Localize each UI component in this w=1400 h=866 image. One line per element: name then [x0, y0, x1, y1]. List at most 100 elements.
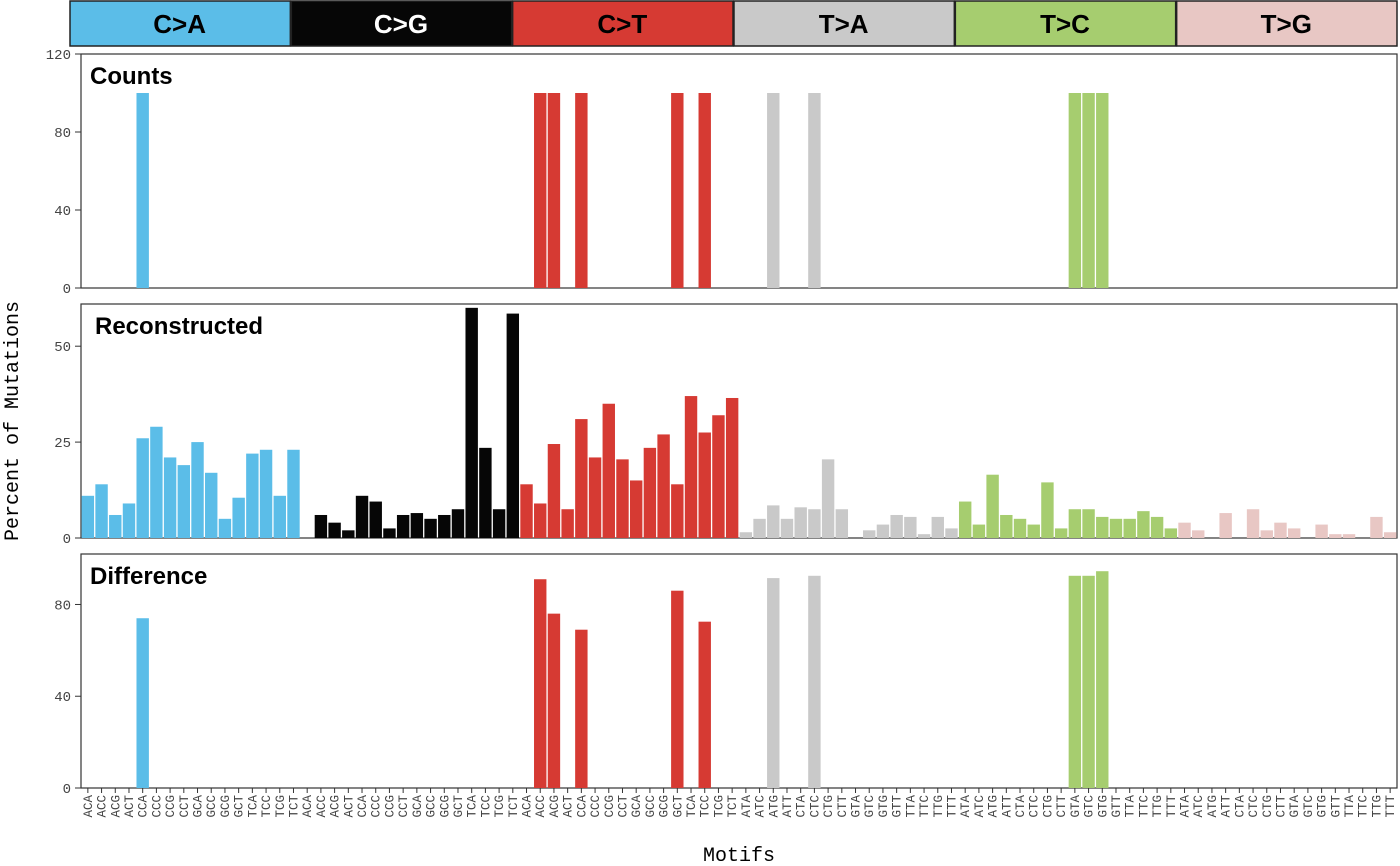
bar-reconstructed-80: [1178, 522, 1191, 538]
bar-reconstructed-52: [794, 507, 807, 538]
bar-reconstructed-31: [506, 313, 520, 538]
bar-reconstructed-22: [383, 528, 396, 538]
bar-reconstructed-54: [821, 459, 835, 538]
bar-difference-4: [136, 618, 149, 788]
bar-reconstructed-29: [479, 447, 492, 538]
motif-label-74: GTG: [1096, 795, 1110, 818]
panel-frame: [80, 303, 1398, 539]
motif-label-39: CCT: [616, 795, 630, 818]
bar-reconstructed-81: [1192, 530, 1205, 538]
motif-label-79: TTT: [1165, 795, 1179, 818]
bar-reconstructed-30: [492, 509, 506, 538]
strip-box-1: [290, 0, 513, 47]
motif-label-7: CCT: [178, 795, 192, 818]
motif-label-59: GTT: [891, 795, 905, 818]
bar-reconstructed-3: [122, 503, 136, 538]
motif-label-57: GTC: [863, 795, 877, 818]
bar-reconstructed-95: [1383, 532, 1397, 538]
bar-reconstructed-37: [588, 457, 602, 538]
bar-reconstructed-51: [780, 518, 794, 538]
y-tick-label: 0: [63, 282, 71, 298]
motif-label-54: CTG: [822, 795, 836, 818]
motif-labels: ACA ACC ACG ACT CCA CCC CCG CCT GCA GCC GCG GCT TCA T…: [82, 788, 1398, 818]
bar-reconstructed-65: [972, 524, 986, 538]
motif-label-9: GCC: [205, 795, 219, 818]
motif-label-46: TCG: [712, 795, 726, 818]
motif-label-11: GCT: [233, 795, 247, 818]
panel-counts: 0 40 80 120 Counts: [46, 48, 1398, 298]
motif-label-12: TCA: [246, 795, 260, 818]
bar-reconstructed-88: [1287, 528, 1301, 538]
bar-reconstructed-66: [986, 474, 999, 538]
motif-label-63: TTT: [945, 795, 959, 818]
bar-reconstructed-59: [890, 514, 903, 538]
motif-label-80: ATA: [1179, 795, 1193, 818]
motif-label-60: TTA: [904, 795, 918, 818]
bar-reconstructed-1: [95, 484, 108, 538]
motif-label-94: TTG: [1370, 795, 1384, 818]
bar-reconstructed-74: [1096, 516, 1109, 538]
strip-label-0: C>A: [153, 9, 206, 39]
bar-reconstructed-36: [575, 419, 588, 538]
y-tick-label: 40: [54, 204, 71, 220]
motif-label-64: ATA: [959, 795, 973, 818]
motif-label-82: ATG: [1206, 795, 1220, 818]
bar-counts-74: [1096, 93, 1109, 288]
motif-label-20: CCA: [356, 795, 370, 818]
bar-reconstructed-40: [629, 480, 643, 538]
bar-reconstructed-20: [355, 495, 369, 538]
motif-label-69: CTC: [1028, 795, 1042, 818]
motif-label-27: GCT: [452, 795, 466, 818]
bar-reconstructed-12: [246, 453, 259, 538]
y-axis-title: Percent of Mutations: [2, 301, 25, 541]
motif-label-0: ACA: [82, 795, 96, 818]
motif-label-41: GCC: [644, 795, 658, 818]
mutation-type-strip: C>A C>G C>T T>A T>C T>G: [69, 0, 1398, 47]
bar-reconstructed-35: [561, 509, 574, 538]
motif-label-75: GTT: [1110, 795, 1124, 818]
motif-label-67: ATT: [1000, 795, 1014, 818]
panel-title: Counts: [90, 63, 173, 90]
bar-reconstructed-42: [657, 434, 670, 538]
motif-label-53: CTC: [808, 795, 822, 818]
motif-label-93: TTC: [1357, 795, 1371, 818]
motif-label-8: GCA: [192, 795, 206, 818]
motif-label-21: CCC: [370, 795, 384, 818]
bar-reconstructed-90: [1315, 524, 1328, 538]
bar-reconstructed-91: [1329, 534, 1342, 538]
bar-reconstructed-27: [451, 509, 465, 538]
bar-reconstructed-8: [191, 442, 204, 538]
motif-label-38: CCG: [603, 795, 617, 818]
x-axis-title: Motifs: [703, 845, 775, 866]
strip-label-3: T>A: [819, 9, 869, 39]
panel-title: Reconstructed: [95, 313, 263, 340]
bar-reconstructed-44: [684, 396, 698, 538]
bar-reconstructed-13: [259, 449, 273, 538]
motif-label-58: GTG: [877, 795, 891, 818]
bar-counts-72: [1068, 93, 1082, 288]
motif-label-25: GCC: [425, 795, 439, 818]
bar-reconstructed-79: [1164, 528, 1178, 538]
panel-reconstructed: 0 25 50 Reconstructed: [54, 303, 1398, 548]
bar-reconstructed-58: [876, 524, 890, 538]
bar-reconstructed-15: [287, 449, 300, 538]
motif-label-61: TTC: [918, 795, 932, 818]
bar-difference-74: [1096, 571, 1109, 788]
y-tick-label: 120: [46, 48, 71, 64]
motif-label-36: CCA: [575, 795, 589, 818]
bar-reconstructed-6: [163, 457, 177, 538]
bar-reconstructed-85: [1246, 509, 1260, 538]
motif-label-73: GTC: [1083, 795, 1097, 818]
bar-reconstructed-18: [328, 522, 341, 538]
bar-difference-53: [808, 575, 821, 788]
motif-label-84: CTA: [1233, 795, 1247, 818]
motif-label-35: ACT: [562, 795, 576, 818]
motif-label-65: ATC: [973, 795, 987, 818]
motif-label-14: TCG: [274, 795, 288, 818]
strip-box-4: [954, 0, 1177, 47]
strip-label-5: T>G: [1261, 9, 1312, 39]
motif-label-4: CCA: [137, 795, 151, 818]
motif-label-2: ACG: [109, 795, 123, 818]
bar-reconstructed-71: [1054, 528, 1068, 538]
